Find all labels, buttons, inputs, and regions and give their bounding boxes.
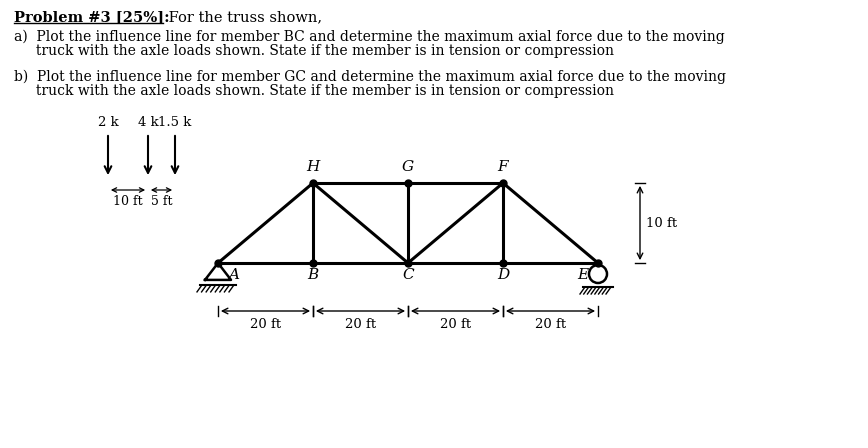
Text: D: D — [496, 268, 510, 282]
Text: 10 ft: 10 ft — [646, 216, 677, 229]
Text: truck with the axle loads shown. State if the member is in tension or compressio: truck with the axle loads shown. State i… — [14, 84, 614, 98]
Text: G: G — [402, 160, 414, 174]
Text: 20 ft: 20 ft — [345, 318, 376, 331]
Text: H: H — [306, 160, 319, 174]
Text: b)  Plot the influence line for member GC and determine the maximum axial force : b) Plot the influence line for member GC… — [14, 70, 726, 84]
Text: C: C — [402, 268, 414, 282]
Text: Problem #3 [25%]:: Problem #3 [25%]: — [14, 10, 169, 24]
Text: For the truss shown,: For the truss shown, — [164, 10, 322, 24]
Text: a)  Plot the influence line for member BC and determine the maximum axial force : a) Plot the influence line for member BC… — [14, 30, 725, 44]
Text: 20 ft: 20 ft — [535, 318, 566, 331]
Text: E: E — [577, 268, 588, 282]
Text: truck with the axle loads shown. State if the member is in tension or compressio: truck with the axle loads shown. State i… — [14, 44, 614, 58]
Text: 1.5 k: 1.5 k — [158, 116, 192, 129]
Text: 4 k: 4 k — [138, 116, 158, 129]
Text: 10 ft: 10 ft — [113, 195, 143, 208]
Text: F: F — [497, 160, 509, 174]
Text: A: A — [228, 268, 239, 282]
Text: 2 k: 2 k — [97, 116, 118, 129]
Text: 20 ft: 20 ft — [440, 318, 471, 331]
Text: 20 ft: 20 ft — [250, 318, 281, 331]
Text: 5 ft: 5 ft — [151, 195, 172, 208]
Text: B: B — [307, 268, 319, 282]
